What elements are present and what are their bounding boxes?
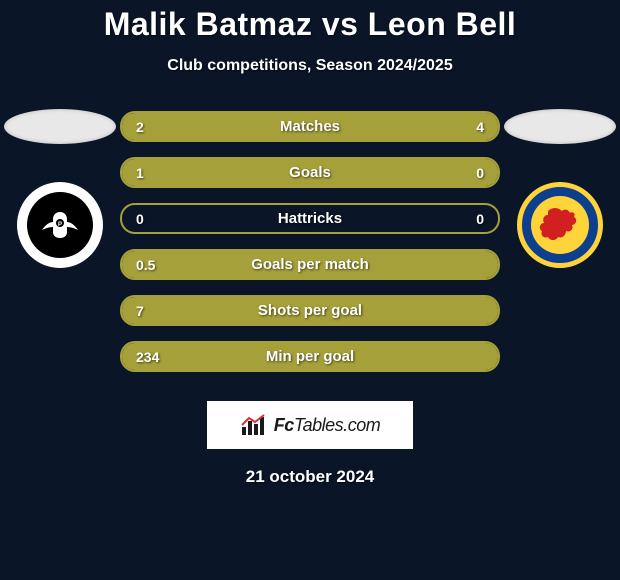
- stat-label: Shots per goal: [122, 297, 498, 324]
- page-subtitle: Club competitions, Season 2024/2025: [0, 57, 620, 75]
- footer-brand-logo: FcTables.com: [207, 401, 413, 449]
- footer-brand-text: FcTables.com: [274, 415, 380, 436]
- stat-label: Min per goal: [122, 343, 498, 370]
- stat-right-value: 4: [476, 113, 484, 140]
- footer-date: 21 october 2024: [0, 467, 620, 487]
- footer-brand-suffix: Tables.com: [294, 415, 380, 435]
- comparison-area: P 2 Matches 4: [0, 111, 620, 381]
- stat-label: Hattricks: [122, 205, 498, 232]
- stat-row-min-per-goal: 234 Min per goal: [120, 341, 500, 372]
- footer-brand-prefix: Fc: [274, 415, 294, 435]
- stat-label: Matches: [122, 113, 498, 140]
- left-flag-icon: [4, 109, 116, 144]
- left-crest-inner: P: [27, 192, 93, 258]
- stat-bars: 2 Matches 4 1 Goals 0 0 Hattricks 0: [120, 111, 500, 372]
- stat-right-value: 0: [476, 205, 484, 232]
- page-container: Malik Batmaz vs Leon Bell Club competiti…: [0, 0, 620, 487]
- page-title: Malik Batmaz vs Leon Bell: [0, 6, 620, 43]
- stat-row-matches: 2 Matches 4: [120, 111, 500, 142]
- stat-label: Goals: [122, 159, 498, 186]
- right-crest-inner: [531, 196, 589, 254]
- stat-row-hattricks: 0 Hattricks 0: [120, 203, 500, 234]
- svg-text:P: P: [58, 222, 62, 228]
- stat-row-goals-per-match: 0.5 Goals per match: [120, 249, 500, 280]
- lion-icon: [538, 203, 582, 247]
- right-club-crest: [517, 182, 603, 268]
- right-player-column: [500, 111, 620, 268]
- stat-row-shots-per-goal: 7 Shots per goal: [120, 295, 500, 326]
- stat-label: Goals per match: [122, 251, 498, 278]
- bar-chart-icon: [240, 413, 268, 437]
- left-player-column: P: [0, 111, 120, 268]
- stat-row-goals: 1 Goals 0: [120, 157, 500, 188]
- left-club-crest: P: [17, 182, 103, 268]
- stat-right-value: 0: [476, 159, 484, 186]
- eagle-icon: P: [38, 210, 82, 240]
- right-flag-icon: [504, 109, 616, 144]
